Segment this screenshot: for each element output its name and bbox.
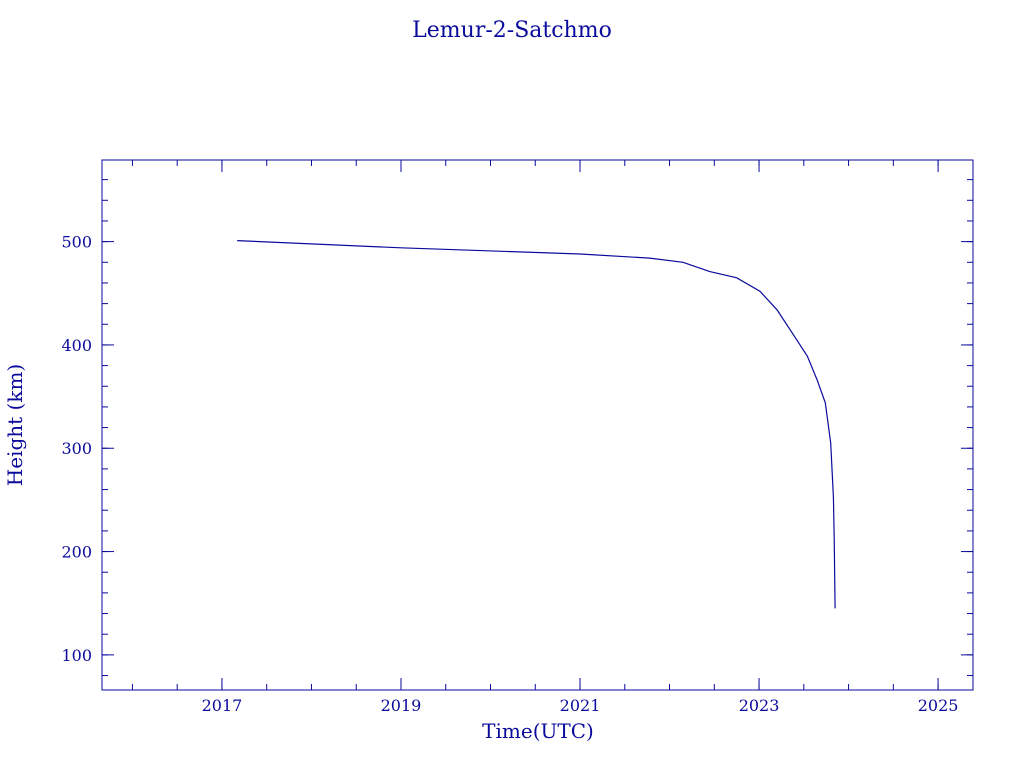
x-tick-label: 2019 [381,696,422,715]
y-tick-label: 300 [61,439,92,458]
x-tick-label: 2017 [202,696,243,715]
x-tick-label: 2023 [739,696,780,715]
x-axis-label: Time(UTC) [482,719,594,743]
y-tick-label: 100 [61,646,92,665]
y-axis-label: Height (km) [3,364,27,486]
axis-ticks [102,160,973,690]
y-tick-label: 500 [61,233,92,252]
x-tick-label: 2021 [560,696,601,715]
series-line [237,240,836,609]
plot-frame [101,159,974,691]
x-tick-label: 2025 [918,696,959,715]
tick-labels: 2017 2019 2021 2023 2025 100 200 300 400 500 [61,233,958,715]
chart-title: Lemur-2-Satchmo [412,18,612,43]
y-tick-label: 400 [61,336,92,355]
y-tick-label: 200 [61,543,92,562]
